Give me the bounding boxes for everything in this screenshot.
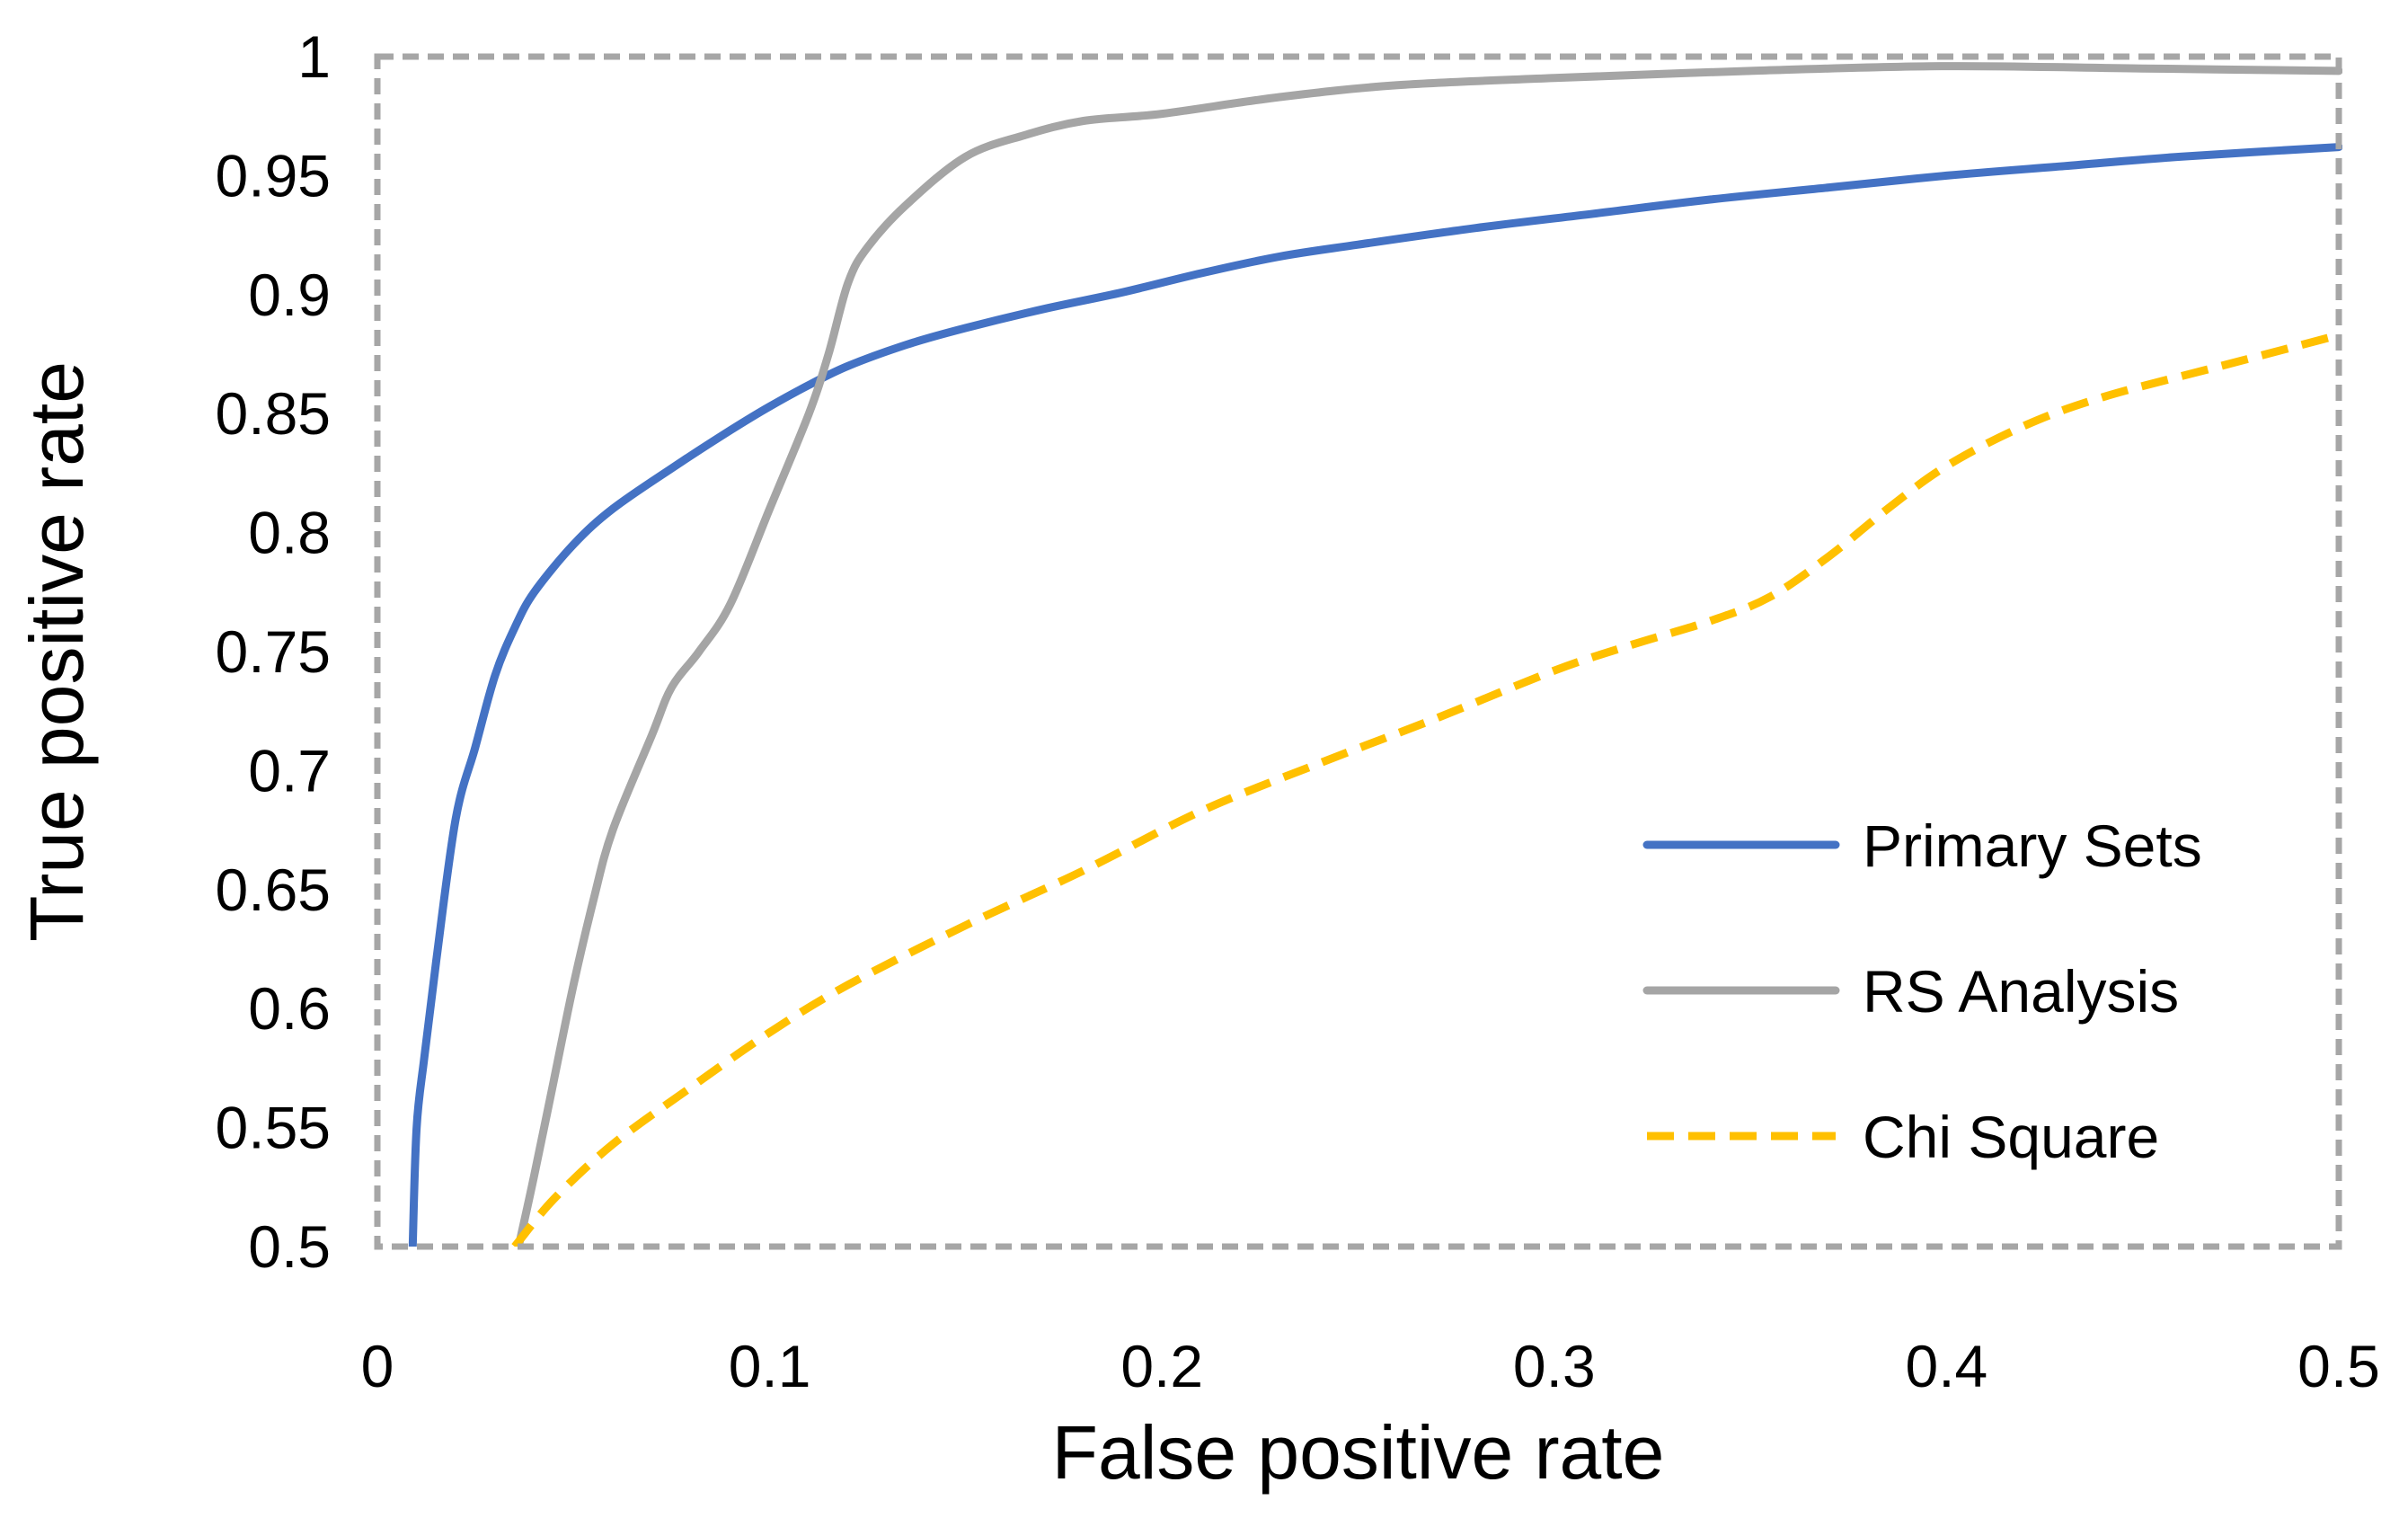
y-axis-title: True positive rate (14, 361, 99, 942)
x-tick-label: 0.1 (729, 1333, 811, 1399)
legend-label-chi-square: Chi Square (1863, 1104, 2159, 1170)
x-axis-title: False positive rate (1052, 1410, 1665, 1495)
x-tick-label: 0.4 (1906, 1333, 1988, 1399)
y-axis-tick-labels: 0.5 0.55 0.6 0.65 0.7 0.75 0.8 0.85 0.9 0.95 1 (216, 23, 331, 1280)
x-tick-label: 0.2 (1120, 1333, 1203, 1399)
x-tick-label: 0.5 (2297, 1333, 2380, 1399)
y-tick-label: 0.85 (216, 380, 331, 447)
y-tick-label: 0.95 (216, 142, 331, 209)
plot-area-border (374, 53, 2342, 1250)
y-tick-label: 0.65 (216, 857, 331, 923)
x-tick-label: 0.3 (1513, 1333, 1596, 1399)
y-tick-label: 0.6 (248, 975, 331, 1042)
y-tick-label: 0.9 (248, 262, 331, 328)
y-tick-label: 0.8 (248, 500, 331, 566)
y-tick-label: 0.75 (216, 618, 331, 685)
series-line-chi-square (511, 331, 2341, 1247)
legend-item-primary-sets: Primary Sets (1642, 812, 2202, 879)
legend-label-primary-sets: Primary Sets (1863, 812, 2202, 879)
y-tick-label: 0.7 (248, 737, 331, 803)
y-tick-label: 0.55 (216, 1095, 331, 1161)
series-line-primary-sets (408, 143, 2342, 1247)
legend-label-rs-analysis: RS Analysis (1863, 958, 2179, 1025)
y-tick-label: 1 (297, 23, 331, 90)
legend-item-chi-square: Chi Square (1647, 1104, 2159, 1170)
y-tick-label: 0.5 (248, 1213, 331, 1280)
series-layer (408, 62, 2342, 1247)
x-axis-tick-labels: 0 0.1 0.2 0.3 0.4 0.5 (361, 1333, 2380, 1399)
x-tick-label: 0 (361, 1333, 394, 1399)
series-line-rs-analysis (514, 62, 2342, 1247)
legend: Primary Sets RS Analysis Chi Square (1642, 812, 2202, 1170)
legend-item-rs-analysis: RS Analysis (1642, 958, 2179, 1025)
